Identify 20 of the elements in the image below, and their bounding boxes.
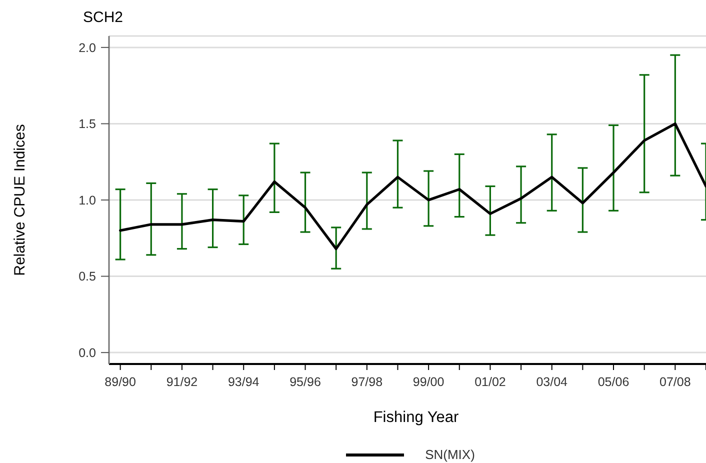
- y-tick-label: 2.0: [78, 40, 96, 55]
- x-tick-label: 91/92: [166, 374, 198, 389]
- x-tick-label: 99/00: [412, 374, 444, 389]
- x-tick-label: 97/98: [351, 374, 383, 389]
- x-tick-label: 93/94: [228, 374, 260, 389]
- y-tick-label: 0.5: [78, 270, 96, 284]
- x-tick-label: 07/08: [660, 374, 691, 389]
- chart-title: SCH2: [83, 9, 124, 26]
- legend-label: SN(MIX): [425, 447, 475, 462]
- line-series: [119, 122, 706, 250]
- y-tick-label: 1.5: [78, 117, 96, 132]
- x-tick-label: 03/04: [536, 374, 568, 389]
- x-tick-label: 05/06: [598, 374, 630, 389]
- y-axis-title: Relative CPUE Indices: [12, 124, 28, 276]
- x-axis-title: Fishing Year: [373, 409, 459, 427]
- x-tick-label: 95/96: [290, 374, 321, 389]
- x-tick-label: 01/02: [474, 374, 506, 389]
- y-tick-label: 1.0: [78, 193, 96, 208]
- y-tick-label: 0.0: [78, 346, 96, 360]
- x-tick-label: 89/90: [104, 374, 136, 389]
